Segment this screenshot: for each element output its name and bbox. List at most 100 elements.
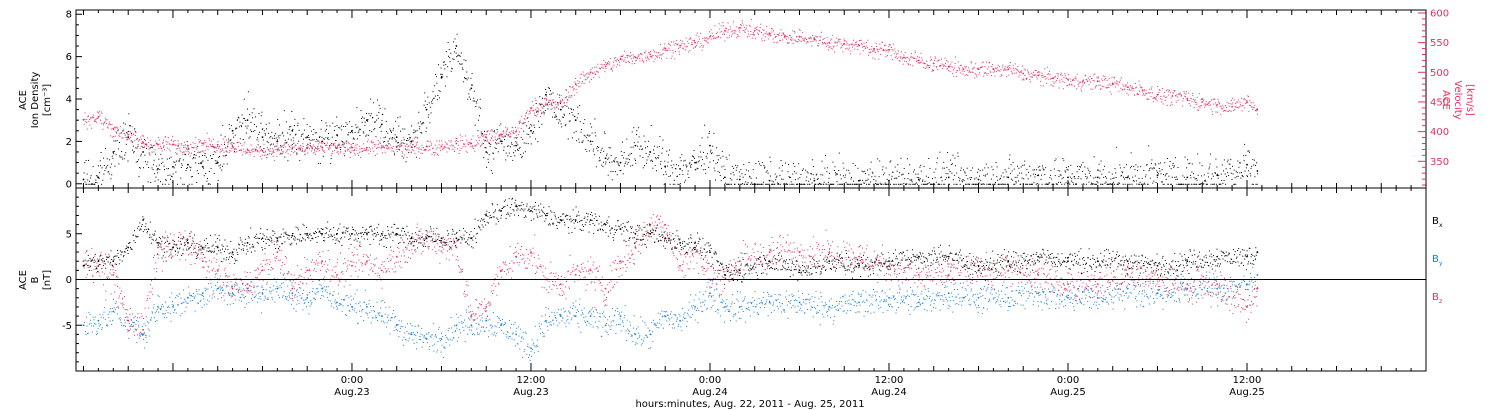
density-dot (668, 176, 670, 177)
density-dot (1254, 176, 1256, 178)
density-dot (124, 154, 126, 156)
velocity-dot (1202, 99, 1204, 100)
velocity-dot (768, 34, 770, 36)
by-dot (164, 313, 166, 314)
velocity-dot (1001, 74, 1003, 76)
velocity-dot (1134, 94, 1136, 96)
velocity-dot (1035, 69, 1037, 71)
density-dot (465, 60, 467, 62)
velocity-dot (318, 150, 320, 152)
density-dot (700, 156, 702, 158)
density-dot (176, 160, 177, 162)
velocity-dot (315, 148, 317, 149)
by-dot (123, 324, 125, 326)
velocity-dot (246, 152, 248, 154)
velocity-dot (1099, 84, 1101, 86)
density-dot (524, 151, 526, 153)
density-dot (260, 122, 262, 124)
density-dot (460, 63, 462, 65)
density-dot (746, 183, 748, 185)
density-dot (428, 114, 430, 116)
density-dot (366, 134, 368, 136)
density-dot (1181, 183, 1183, 185)
velocity-dot (514, 137, 516, 139)
by-dot (91, 331, 93, 333)
velocity-dot (973, 67, 975, 69)
density-dot (377, 117, 379, 119)
density-dot (1231, 179, 1233, 180)
density-dot (1102, 183, 1104, 185)
velocity-dot (500, 138, 501, 140)
velocity-dot (255, 150, 256, 152)
velocity-dot (948, 70, 950, 71)
density-dot (477, 119, 479, 121)
density-dot (1030, 175, 1032, 177)
density-dot (394, 134, 396, 136)
density-dot (168, 183, 170, 185)
velocity-dot (941, 63, 943, 65)
velocity-dot (192, 147, 193, 149)
velocity-dot (825, 43, 827, 45)
density-dot (1119, 167, 1121, 169)
density-dot (853, 180, 855, 182)
velocity-dot (291, 150, 293, 152)
velocity-dot (1195, 104, 1197, 105)
velocity-dot (1209, 101, 1210, 103)
velocity-dot (473, 145, 475, 147)
by-dot (168, 305, 170, 307)
density-dot (1053, 183, 1055, 185)
density-dot (943, 161, 945, 163)
velocity-dot (204, 140, 206, 141)
density-dot (140, 155, 142, 157)
density-dot (266, 128, 267, 130)
density-dot (339, 127, 341, 129)
velocity-dot (321, 142, 323, 144)
density-dot (927, 183, 929, 184)
velocity-dot (1024, 69, 1026, 71)
velocity-dot (456, 137, 458, 139)
by-dot (199, 293, 201, 295)
velocity-dot (344, 142, 346, 144)
velocity-dot (714, 25, 716, 27)
density-dot (276, 139, 278, 141)
velocity-dot (701, 45, 703, 47)
density-dot (811, 159, 813, 161)
by-dot (214, 276, 216, 278)
by-dot (283, 291, 285, 293)
velocity-dot (242, 154, 244, 156)
density-dot (634, 158, 636, 160)
velocity-dot (178, 143, 180, 145)
velocity-dot (345, 141, 347, 143)
velocity-dot (1170, 97, 1172, 99)
velocity-dot (703, 45, 705, 47)
density-dot (661, 152, 663, 154)
velocity-dot (857, 49, 859, 51)
velocity-dot (1060, 74, 1061, 76)
density-dot (512, 159, 514, 161)
density-dot (947, 152, 949, 153)
velocity-dot (531, 107, 533, 109)
velocity-dot (1057, 73, 1059, 75)
density-dot (1138, 177, 1140, 179)
velocity-dot (869, 51, 871, 53)
density-dot (220, 134, 222, 136)
velocity-dot (774, 33, 776, 35)
velocity-dot (1226, 106, 1228, 108)
density-dot (168, 168, 169, 170)
density-dot (265, 123, 267, 125)
density-dot (1223, 180, 1225, 182)
density-dot (1091, 183, 1093, 185)
velocity-dot (621, 55, 622, 57)
velocity-dot (125, 136, 127, 138)
density-dot (893, 177, 895, 179)
velocity-dot (804, 40, 805, 42)
velocity-dot (422, 147, 424, 149)
density-dot (1026, 183, 1028, 185)
density-dot (486, 152, 488, 154)
velocity-dot (1185, 93, 1187, 95)
by-dot (147, 328, 149, 330)
density-dot (992, 174, 994, 176)
by-dot (108, 317, 110, 319)
density-dot (199, 151, 201, 153)
density-dot (511, 142, 512, 144)
